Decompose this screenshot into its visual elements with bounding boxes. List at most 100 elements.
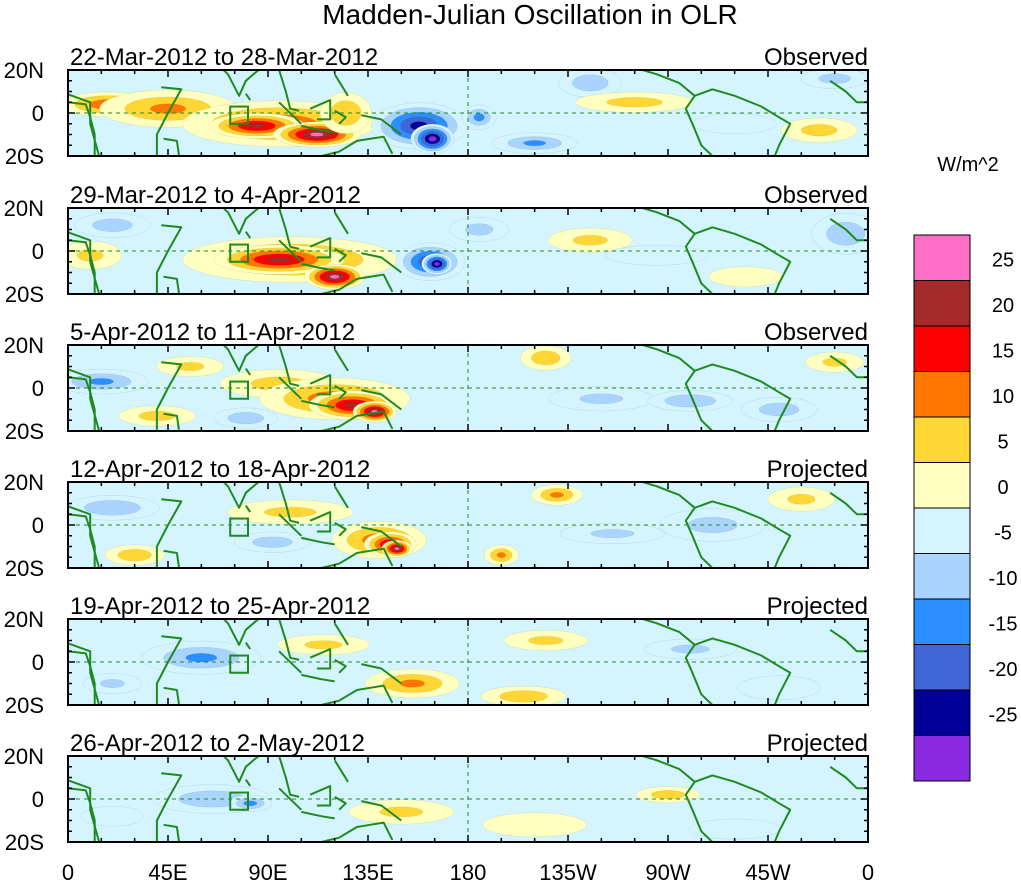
colorbar-swatch [913,371,971,418]
anomaly-field [68,482,868,568]
coastline [321,821,394,842]
anomaly-contour [606,97,663,108]
y-tick-label: 20N [4,58,44,83]
chart-title: Madden-Julian Oscillation in OLR [322,0,738,30]
coastline [309,511,332,533]
anomaly-contour [737,675,822,701]
anomaly-contour [549,491,564,498]
coastline [309,785,332,807]
map-panel: 20N 0 20S 22-Mar-2012 to 28-Mar-2012 Observe… [4,44,869,169]
panel-status: Observed [764,319,868,346]
coastline [309,99,332,121]
coastline [334,659,347,674]
region-box [229,517,250,537]
coastline [694,637,792,705]
coastline [278,70,300,112]
anomaly-contour [247,123,266,129]
y-tick-label: 20S [5,556,44,581]
coastline [694,88,792,156]
map-panels: 20N 0 20S 22-Mar-2012 to 28-Mar-2012 Observe… [4,44,869,855]
anomaly-contour [531,350,561,366]
coastline [361,663,402,685]
anomaly-field [68,345,868,431]
coastline [163,686,181,705]
x-tick-label: 90W [645,860,690,885]
anomaly-contour [80,805,144,827]
panel-period: 26-Apr-2012 to 2-May-2012 [70,730,365,757]
colorbar-label: 10 [992,386,1014,408]
anomaly-contour [572,234,608,246]
coastline [309,374,332,396]
y-tick-label: 0 [32,101,44,126]
coastline [321,135,394,156]
region-box [229,654,250,674]
region-box [229,243,250,263]
coastline [321,684,394,705]
anomaly-contour [800,124,838,137]
coastline [638,208,714,294]
colorbar-swatch [913,735,971,782]
coastline [278,239,302,263]
anomaly-contour [758,402,800,417]
y-tick-label: 0 [32,376,44,401]
colorbar-swatch [913,416,971,463]
colorbar-swatch [913,689,971,736]
coastline [163,137,181,156]
y-tick-label: 20S [5,419,44,444]
x-axis: 0 45E 90E 135E 180 135W 90W 45W 0 [62,860,874,885]
y-tick-label: 20S [5,693,44,718]
anomaly-contour [304,640,343,650]
coastline [694,500,792,568]
colorbar-label: 25 [992,250,1014,272]
coastline [321,547,394,568]
coastline [278,650,302,674]
colorbar-label: -15 [989,614,1018,636]
anomaly-contour [428,135,437,142]
y-tick-label: 20S [5,830,44,855]
map-panel: 20N 0 20S 19-Apr-2012 to 25-Apr-2012 Project… [4,593,869,718]
anomaly-contour [399,679,425,688]
region-box [229,380,250,400]
coastline [68,101,96,156]
coastline [68,239,96,294]
colorbar-swatch [913,553,971,600]
anomaly-contour [787,493,816,505]
anomaly-contour [579,393,624,405]
x-tick-label: 90E [248,860,287,885]
coastline [244,368,252,376]
coastline [278,756,300,798]
colorbar-label: 15 [992,341,1014,363]
anomaly-contour [523,140,547,147]
coastline [68,642,113,705]
x-tick-label: 0 [62,860,74,885]
anomaly-field [68,70,868,156]
coastline [829,491,868,516]
colorbar-label: -25 [989,705,1018,727]
coastline [638,345,714,431]
anomaly-field [68,208,868,294]
coastline [638,756,714,842]
map-panel: 20N 0 20S 12-Apr-2012 to 18-Apr-2012 Project… [4,456,869,581]
coastline [694,226,792,294]
coastline [333,73,349,97]
y-tick-label: 20S [5,144,44,169]
colorbar-label: 5 [997,432,1008,454]
anomaly-contour [688,818,781,840]
anomaly-contour [252,536,293,548]
panel-period: 19-Apr-2012 to 25-Apr-2012 [70,593,370,620]
coastline [301,124,335,134]
anomaly-contour [243,800,258,807]
coastline [278,376,302,400]
anomaly-contour [379,806,424,818]
coastline [278,208,300,250]
coastline [222,345,261,372]
coastline [222,619,261,646]
anomaly-contour [88,378,114,386]
coastline [278,101,302,125]
colorbar-swatch [913,507,971,554]
anomaly-contour [708,266,784,288]
colorbar-label: 20 [992,295,1014,317]
x-tick-label: 0 [862,860,874,885]
anomaly-contour [664,394,717,408]
